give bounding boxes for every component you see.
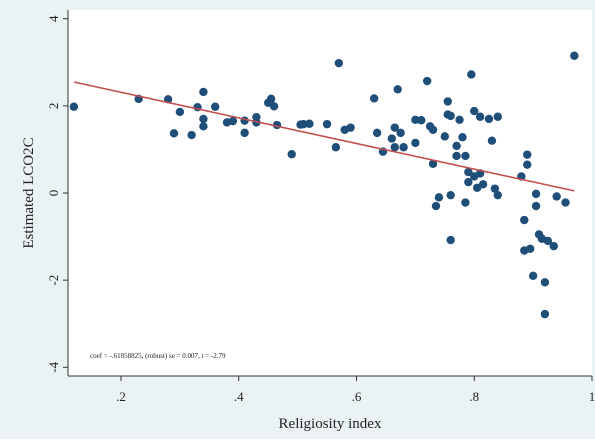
data-point bbox=[440, 132, 450, 141]
data-point bbox=[475, 112, 485, 121]
data-point bbox=[528, 271, 538, 280]
data-point bbox=[455, 115, 464, 125]
data-point bbox=[520, 215, 529, 225]
y-tick-label: 0 bbox=[46, 190, 61, 197]
data-point bbox=[464, 177, 473, 187]
x-tick-label: .6 bbox=[352, 389, 362, 404]
data-point bbox=[346, 123, 355, 132]
data-point bbox=[493, 190, 502, 200]
data-point bbox=[269, 102, 279, 111]
x-axis-label: Religiosity index bbox=[279, 416, 382, 432]
data-point bbox=[228, 116, 238, 126]
y-axis-label: Estimated LCO2C bbox=[21, 137, 37, 248]
data-point bbox=[428, 159, 438, 169]
y-tick-label: -4 bbox=[46, 361, 61, 372]
coefficient-annotation: coef = -.61058825, (robust) se = 0.007, … bbox=[90, 352, 226, 360]
data-point bbox=[552, 192, 561, 201]
data-point bbox=[446, 111, 455, 121]
data-point bbox=[210, 102, 220, 111]
data-point bbox=[493, 112, 502, 121]
data-point bbox=[487, 136, 497, 145]
fit-line bbox=[73, 81, 575, 192]
data-point bbox=[464, 167, 473, 177]
data-point bbox=[561, 198, 570, 207]
data-point bbox=[531, 201, 541, 211]
data-point bbox=[523, 160, 532, 169]
data-point bbox=[452, 151, 461, 161]
plot-area bbox=[68, 10, 592, 376]
data-point bbox=[252, 112, 261, 122]
data-point bbox=[540, 278, 550, 287]
axis-ticks: .2 .4 .6 .8 1 -4 -2 0 2 4 bbox=[46, 15, 595, 404]
data-point bbox=[549, 241, 558, 251]
data-point bbox=[431, 201, 441, 211]
data-point bbox=[240, 128, 249, 138]
data-point bbox=[417, 116, 426, 125]
data-point bbox=[199, 114, 208, 124]
data-point bbox=[331, 143, 341, 152]
data-point bbox=[461, 198, 470, 207]
data-point bbox=[199, 122, 208, 131]
data-point bbox=[399, 143, 408, 152]
data-point bbox=[266, 94, 276, 104]
x-tick-label: .2 bbox=[116, 389, 126, 404]
data-point bbox=[369, 94, 379, 103]
y-tick-label: 4 bbox=[46, 15, 61, 22]
data-point bbox=[478, 180, 488, 189]
data-point bbox=[393, 85, 402, 94]
y-tick-label: 2 bbox=[46, 103, 61, 110]
data-point bbox=[458, 133, 467, 142]
x-tick-label: .8 bbox=[469, 389, 479, 404]
data-point bbox=[452, 141, 461, 151]
data-points bbox=[69, 51, 579, 319]
data-point bbox=[428, 125, 438, 135]
x-tick-label: .4 bbox=[234, 389, 244, 404]
data-point bbox=[525, 244, 535, 253]
data-point bbox=[443, 97, 452, 106]
data-point bbox=[422, 76, 432, 86]
data-point bbox=[461, 151, 470, 161]
data-point bbox=[531, 189, 541, 199]
data-point bbox=[570, 51, 579, 60]
data-point bbox=[175, 107, 185, 117]
data-point bbox=[540, 309, 550, 319]
data-point bbox=[390, 143, 399, 152]
data-point bbox=[484, 114, 494, 124]
data-point bbox=[287, 150, 296, 159]
data-point bbox=[322, 119, 332, 129]
data-point bbox=[305, 119, 314, 128]
data-point bbox=[199, 87, 208, 97]
data-point bbox=[446, 190, 455, 200]
data-point bbox=[543, 236, 553, 246]
data-point bbox=[523, 150, 532, 159]
data-point bbox=[434, 193, 444, 202]
data-point bbox=[411, 138, 420, 148]
data-point bbox=[387, 134, 397, 143]
data-point bbox=[396, 128, 405, 138]
data-point bbox=[187, 130, 196, 140]
y-tick-label: -2 bbox=[46, 275, 61, 286]
data-point bbox=[390, 123, 399, 132]
data-point bbox=[372, 128, 382, 138]
data-point bbox=[470, 106, 479, 116]
data-point bbox=[169, 129, 179, 138]
data-point bbox=[467, 70, 476, 79]
data-point bbox=[490, 184, 500, 193]
data-point bbox=[69, 102, 79, 111]
data-point bbox=[446, 235, 455, 245]
x-tick-label: 1 bbox=[589, 389, 595, 404]
data-point bbox=[334, 58, 344, 68]
